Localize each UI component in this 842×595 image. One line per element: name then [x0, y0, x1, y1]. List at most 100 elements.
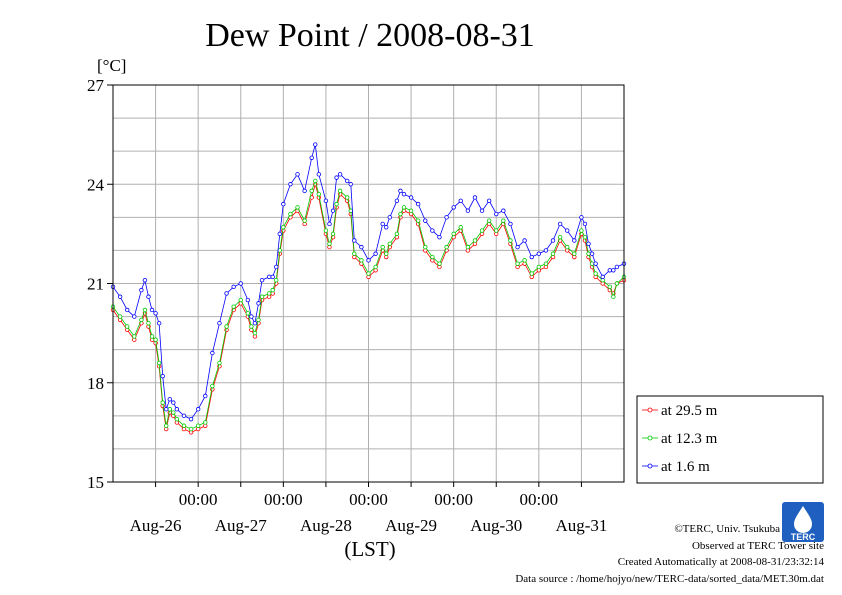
data-point — [181, 423, 187, 428]
data-point — [309, 155, 314, 160]
data-point — [313, 142, 318, 147]
y-tick-label: 15 — [87, 473, 104, 492]
data-point — [401, 205, 407, 210]
data-point — [486, 198, 492, 203]
data-point — [313, 178, 318, 184]
data-point — [124, 307, 130, 313]
data-point — [259, 277, 265, 283]
data-point — [557, 234, 563, 240]
data-point — [614, 281, 620, 286]
data-point — [508, 238, 513, 243]
data-point — [295, 205, 300, 210]
data-point — [203, 393, 208, 399]
data-point — [430, 228, 435, 233]
data-point — [572, 238, 577, 243]
data-point — [139, 317, 144, 323]
data-point — [572, 251, 577, 256]
data-point — [384, 225, 389, 230]
data-point — [327, 221, 332, 227]
data-point — [508, 221, 513, 227]
data-point — [132, 334, 137, 339]
data-point — [334, 175, 339, 180]
y-axis-ticks: 15 18 21 24 27 — [87, 76, 113, 492]
x-day-label: Aug-28 — [300, 516, 352, 535]
data-point — [494, 228, 499, 233]
data-point — [589, 251, 595, 256]
data-point — [401, 191, 407, 197]
data-point — [387, 241, 392, 246]
data-point — [543, 261, 549, 266]
data-point — [408, 195, 414, 200]
data-point — [384, 251, 389, 256]
data-point — [174, 416, 180, 422]
data-point — [586, 241, 591, 246]
data-point — [288, 182, 293, 187]
data-point — [501, 208, 506, 213]
data-point — [529, 254, 534, 260]
logo-text: TERC — [791, 532, 816, 542]
data-point — [281, 201, 286, 207]
data-point — [586, 251, 591, 256]
data-point — [465, 208, 471, 213]
data-point — [281, 225, 286, 230]
legend: at 29.5 m at 12.3 m at 1.6 m — [636, 395, 824, 484]
data-point — [270, 287, 275, 293]
data-point — [614, 264, 620, 270]
data-point — [124, 324, 130, 329]
data-point — [295, 172, 300, 177]
x-time-label: 00:00 — [434, 490, 473, 509]
data-point — [582, 221, 588, 227]
x-time-label: 00:00 — [264, 490, 303, 509]
data-point — [245, 297, 251, 303]
x-time-label: 00:00 — [519, 490, 558, 509]
data-point — [550, 251, 556, 256]
data-point — [486, 218, 492, 223]
data-point — [479, 208, 485, 213]
data-point — [274, 264, 279, 270]
x-day-label: Aug-27 — [215, 516, 267, 535]
data-point — [117, 294, 123, 299]
x-time-label: 00:00 — [179, 490, 218, 509]
data-point — [210, 383, 215, 389]
data-point — [579, 228, 584, 233]
data-point — [398, 188, 403, 194]
data-point — [174, 407, 180, 412]
data-point — [309, 188, 314, 194]
legend-marker — [647, 407, 653, 413]
data-point — [238, 281, 243, 286]
data-point — [231, 284, 236, 290]
series-3 — [110, 142, 627, 422]
data-point — [415, 201, 421, 207]
data-point — [522, 238, 527, 243]
data-point — [274, 277, 279, 283]
data-point — [557, 221, 563, 227]
data-point — [607, 284, 613, 290]
x-day-label: Aug-29 — [385, 516, 437, 535]
copyright-text: ©TERC, Univ. Tsukuba — [674, 523, 780, 535]
data-point — [327, 241, 332, 246]
data-point — [252, 330, 258, 336]
data-point — [611, 294, 616, 299]
data-point — [210, 350, 215, 356]
data-point — [188, 416, 194, 422]
data-point — [164, 407, 169, 412]
x-axis-label: (LST) — [344, 537, 395, 561]
data-point — [600, 274, 605, 280]
y-tick-label: 27 — [87, 76, 105, 95]
data-point — [515, 261, 520, 266]
data-point — [330, 231, 336, 237]
data-point — [345, 195, 350, 200]
data-point — [195, 407, 201, 412]
data-point — [256, 301, 261, 306]
data-point — [164, 423, 169, 428]
data-point — [394, 231, 400, 237]
data-point — [146, 321, 151, 326]
data-point — [611, 268, 616, 273]
data-point — [408, 208, 414, 213]
data-point — [167, 397, 172, 402]
data-point — [501, 218, 506, 223]
data-point — [352, 251, 357, 256]
data-point — [171, 410, 176, 415]
x-time-label: 00:00 — [349, 490, 388, 509]
data-point — [458, 198, 463, 203]
